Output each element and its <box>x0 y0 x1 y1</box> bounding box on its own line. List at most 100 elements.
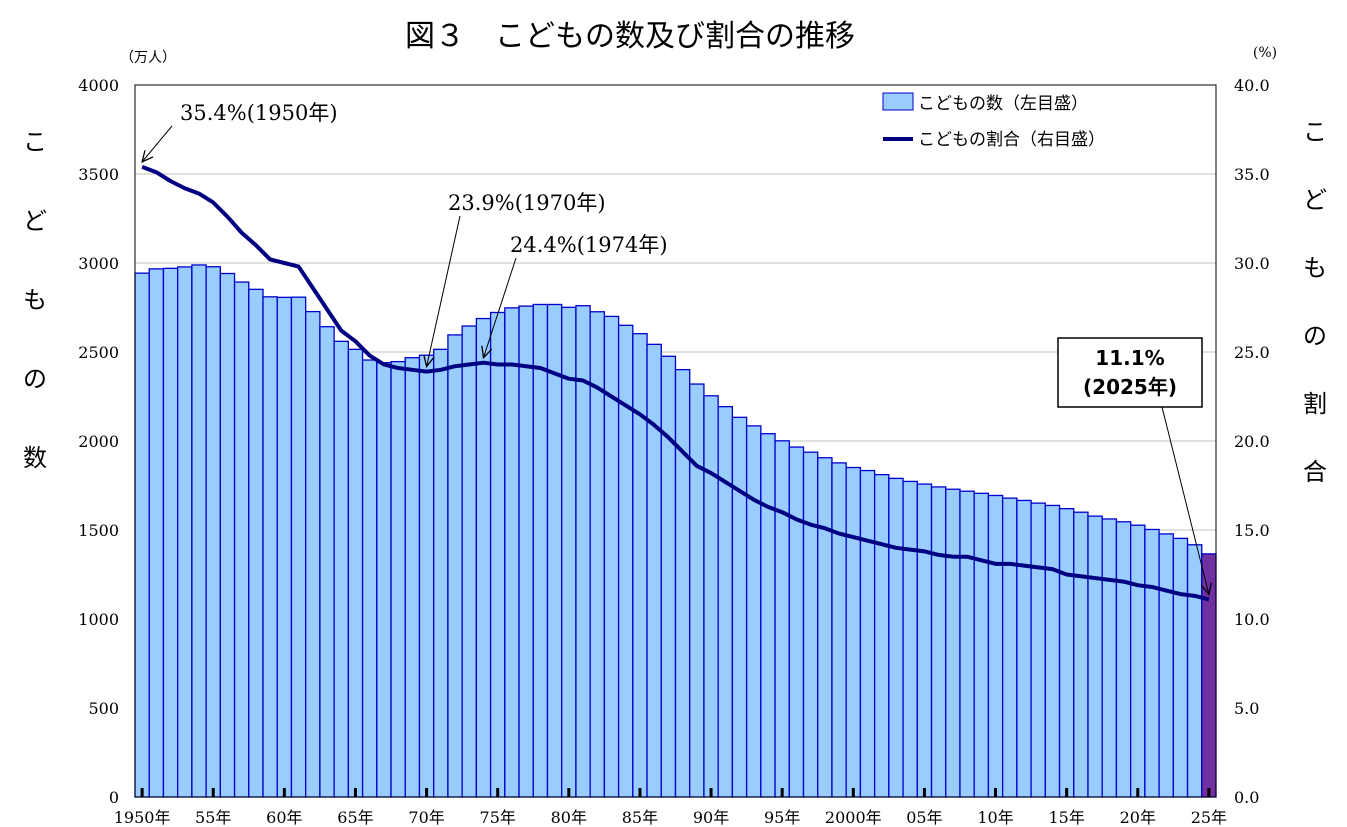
bar-1993 <box>745 425 762 798</box>
bar-1979 <box>546 303 563 798</box>
x-tick-label: 20年 <box>1120 808 1156 827</box>
callout-value: 11.1% <box>1095 346 1164 370</box>
bar-1963 <box>319 326 335 798</box>
x-tick-label: 60年 <box>266 808 302 827</box>
x-ticks: 1950年 55年 60年 65年 70年 75年 80年 85年 90年 95年 2000年 05年… <box>114 788 1227 827</box>
callout-year: (2025年) <box>1083 375 1177 399</box>
x-tick-mark <box>638 788 642 797</box>
annotation-1950-arrow <box>141 125 173 163</box>
x-tick-mark <box>567 788 571 797</box>
bar-2006 <box>930 486 947 798</box>
bar-1953 <box>177 266 193 798</box>
bar-2017 <box>1087 515 1103 798</box>
x-tick-mark <box>709 788 713 797</box>
bar-2022 <box>1158 533 1174 798</box>
right-tick-label: 40.0 <box>1234 76 1270 95</box>
bar-1973 <box>461 325 478 798</box>
bar-1967 <box>376 362 392 798</box>
bar-2013 <box>1030 502 1046 798</box>
left-tick-label: 2500 <box>78 343 119 362</box>
bar-1961 <box>290 296 307 798</box>
callout-arrow <box>1161 406 1210 595</box>
x-tick-mark <box>780 788 784 797</box>
bar-2003 <box>888 477 904 798</box>
left-axis-label: こどもの数 <box>23 128 47 472</box>
legend: こどもの数（左目盛） こどもの割合（右目盛） <box>882 92 1105 150</box>
left-axis-label-char: の <box>23 365 47 393</box>
right-tick-label: 30.0 <box>1234 254 1270 273</box>
left-tick-label: 0 <box>109 788 119 807</box>
right-tick-label: 20.0 <box>1234 432 1270 451</box>
annotation-arrowheads <box>141 150 1212 596</box>
bar-2004 <box>902 480 918 798</box>
annotation-1974-arrow <box>483 257 517 358</box>
bar-2018 <box>1101 518 1118 798</box>
left-tick-label: 500 <box>88 699 119 718</box>
x-tick-mark <box>851 788 855 797</box>
x-tick-label: 75年 <box>480 808 516 827</box>
x-tick-label: 2000年 <box>825 808 882 827</box>
bar-1992 <box>731 416 748 798</box>
bar-1989 <box>689 383 705 798</box>
right-axis-label-char: 合 <box>1303 458 1327 486</box>
bar-2020 <box>1130 524 1146 798</box>
legend-bar-swatch <box>882 92 914 111</box>
ratio-line <box>141 165 1210 602</box>
bar-1997 <box>802 451 819 798</box>
bar-1958 <box>248 288 264 798</box>
x-tick-mark <box>353 788 357 797</box>
line-series <box>141 165 1210 602</box>
arr3-head <box>1200 582 1212 596</box>
arr0-head <box>141 150 154 164</box>
bar-2015 <box>1058 507 1075 798</box>
bar-1977 <box>518 305 534 798</box>
bar-1983 <box>603 315 620 798</box>
bar-1962 <box>305 310 321 798</box>
bar-1988 <box>674 368 691 798</box>
x-tick-mark <box>496 788 500 797</box>
bar-series <box>134 264 1217 798</box>
bar-2021 <box>1144 528 1160 798</box>
left-axis-label-char: 数 <box>23 444 47 472</box>
x-tick-mark <box>211 788 215 797</box>
right-axis-label-char: も <box>1303 254 1327 282</box>
bar-1960 <box>276 296 293 798</box>
x-tick-label: 15年 <box>1048 808 1084 827</box>
bar-1990 <box>703 395 719 798</box>
bar-2005 <box>916 483 933 798</box>
bar-1951 <box>148 268 165 798</box>
x-tick-mark <box>1065 788 1069 797</box>
bar-2016 <box>1073 511 1089 798</box>
x-tick-label: 1950年 <box>114 808 171 827</box>
right-tick-label: 5.0 <box>1234 699 1259 718</box>
bar-1995 <box>774 440 790 798</box>
bar-1954 <box>191 264 207 798</box>
bar-2019 <box>1115 521 1132 798</box>
bar-2023 <box>1172 537 1189 798</box>
right-tick-label: 25.0 <box>1234 343 1270 362</box>
bar-1999 <box>831 462 847 798</box>
bar-1968 <box>390 360 406 798</box>
bar-1965 <box>347 348 364 798</box>
right-axis-ticks: 40.0 35.0 30.0 25.0 20.0 15.0 10.0 5.0 0.0 <box>1234 76 1270 807</box>
bar-1996 <box>788 446 805 798</box>
bar-1976 <box>504 307 520 798</box>
x-tick-label: 95年 <box>764 808 800 827</box>
right-axis-label-char: こ <box>1303 118 1327 146</box>
left-tick-label: 1000 <box>78 610 119 629</box>
x-tick-label: 70年 <box>408 808 444 827</box>
right-axis-label-char: の <box>1303 322 1327 350</box>
bar-2008 <box>959 490 975 798</box>
bar-1956 <box>219 272 236 798</box>
bar-2012 <box>1016 499 1032 798</box>
bar-2007 <box>945 488 961 798</box>
bar-2011 <box>1001 497 1018 798</box>
x-tick-label: 80年 <box>551 808 587 827</box>
x-tick-label: 10年 <box>977 808 1013 827</box>
x-tick-label: 55年 <box>195 808 231 827</box>
bar-1950 <box>134 272 150 798</box>
x-tick-mark <box>425 788 429 797</box>
bar-1964 <box>333 340 350 798</box>
right-axis-label: こどもの割合 <box>1303 118 1327 486</box>
x-tick-label: 90年 <box>693 808 729 827</box>
